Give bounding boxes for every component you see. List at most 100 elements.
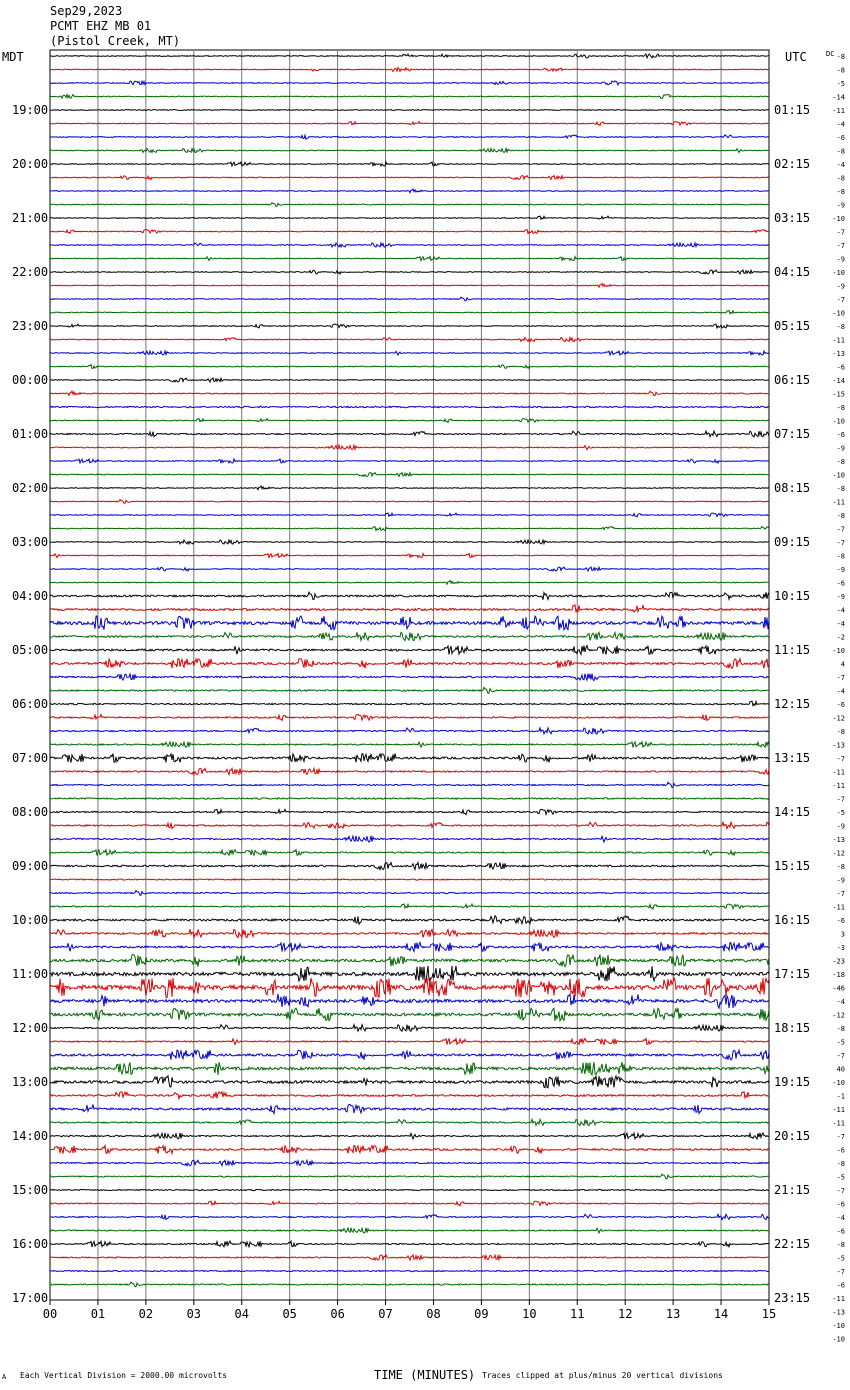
seismic-trace bbox=[49, 965, 770, 984]
dc-offset-label: -6 bbox=[837, 1228, 845, 1236]
hour-labels-right: 01:15 02:15 03:15 04:15 05:15 06:15 07:15 08:15… bbox=[774, 103, 810, 1305]
dc-offset-label: -7 bbox=[837, 1268, 845, 1276]
seismic-trace bbox=[49, 954, 770, 968]
dc-offset-label: -13 bbox=[832, 350, 845, 358]
dc-offset-label: 40 bbox=[837, 1066, 845, 1074]
dc-offset-label: -7 bbox=[837, 755, 845, 763]
dc-offset-label: -9 bbox=[837, 283, 845, 291]
scale-note: Each Vertical Division = 2000.00 microvo… bbox=[20, 1371, 228, 1380]
x-tick-label: 13 bbox=[666, 1307, 680, 1321]
hour-label-left: 09:00 bbox=[12, 859, 48, 873]
station-name: PCMT EHZ MB 01 bbox=[50, 19, 152, 33]
x-tick-label: 03 bbox=[187, 1307, 201, 1321]
hour-label-left: 19:00 bbox=[12, 103, 48, 117]
dc-offset-label: -10 bbox=[832, 215, 845, 223]
hour-labels-left: 19:00 20:00 21:00 22:00 23:00 00:00 01:00 02:00… bbox=[12, 103, 48, 1305]
dc-offset-label: -46 bbox=[832, 985, 845, 993]
hour-label-right: 21:15 bbox=[774, 1183, 810, 1197]
dc-offset-label: -11 bbox=[832, 107, 845, 115]
dc-offset-label: -13 bbox=[832, 1309, 845, 1317]
seismic-trace bbox=[49, 878, 770, 881]
station-location: (Pistol Creek, MT) bbox=[50, 34, 181, 48]
seismic-trace bbox=[49, 146, 770, 154]
seismic-trace bbox=[49, 631, 770, 643]
hour-label-right: 06:15 bbox=[774, 373, 810, 387]
seismic-trace bbox=[49, 781, 770, 788]
hour-label-right: 17:15 bbox=[774, 967, 810, 981]
seismic-trace bbox=[49, 323, 770, 330]
hour-label-right: 02:15 bbox=[774, 157, 810, 171]
dc-offset-label: -7 bbox=[837, 229, 845, 237]
chart-date: Sep29,2023 bbox=[50, 4, 123, 18]
dc-offset-label: -13 bbox=[832, 742, 845, 750]
dc-offset-label: -12 bbox=[832, 850, 845, 858]
hour-label-right: 12:15 bbox=[774, 697, 810, 711]
seismic-trace bbox=[50, 160, 770, 168]
dc-offset-label: -4 bbox=[837, 607, 845, 615]
x-tick-label: 09 bbox=[474, 1307, 488, 1321]
seismic-trace bbox=[49, 740, 770, 749]
seismic-trace bbox=[49, 335, 770, 343]
dc-offset-label: -8 bbox=[837, 148, 845, 156]
seismic-trace bbox=[49, 1173, 770, 1180]
seismic-trace bbox=[50, 241, 770, 249]
hour-label-left: 17:00 bbox=[12, 1291, 48, 1305]
dc-offset-label: -11 bbox=[832, 769, 845, 777]
seismic-trace bbox=[49, 1143, 770, 1156]
x-axis: 00 01 02 03 04 05 06 07 08 09 10 11 12 13 14 15 bbox=[43, 1299, 776, 1321]
dc-offset-label: -7 bbox=[837, 296, 845, 304]
dc-offset-label: -7 bbox=[837, 539, 845, 547]
dc-offset-label: -10 bbox=[832, 269, 845, 277]
x-tick-label: 15 bbox=[762, 1307, 776, 1321]
seismic-trace bbox=[49, 579, 769, 586]
seismic-trace bbox=[50, 376, 770, 384]
hour-label-left: 00:00 bbox=[12, 373, 48, 387]
seismic-trace bbox=[49, 1269, 769, 1273]
dc-offset-label: -8 bbox=[837, 1160, 845, 1168]
hour-label-right: 13:15 bbox=[774, 751, 810, 765]
dc-offset-label: -8 bbox=[837, 512, 845, 520]
x-tick-label: 04 bbox=[235, 1307, 249, 1321]
seismic-trace bbox=[49, 254, 770, 263]
x-tick-label: 05 bbox=[282, 1307, 296, 1321]
seismic-trace bbox=[49, 1131, 770, 1141]
dc-offset-label: -5 bbox=[837, 1255, 845, 1263]
dc-offset-label: -13 bbox=[832, 836, 845, 844]
dc-offset-label: -10 bbox=[832, 1079, 845, 1087]
seismic-trace bbox=[49, 1090, 769, 1101]
hour-label-left: 01:00 bbox=[12, 427, 48, 441]
hour-label-right: 16:15 bbox=[774, 913, 810, 927]
hour-label-left: 22:00 bbox=[12, 265, 48, 279]
right-timezone-label: UTC bbox=[785, 50, 807, 64]
dc-offset-label: -5 bbox=[837, 1039, 845, 1047]
dc-offset-label: -4 bbox=[837, 688, 845, 696]
seismic-trace bbox=[49, 457, 770, 465]
x-tick-label: 02 bbox=[139, 1307, 153, 1321]
seismic-trace bbox=[49, 1117, 770, 1127]
seismic-trace bbox=[49, 53, 770, 60]
dc-offset-label: -12 bbox=[832, 715, 845, 723]
hour-label-left: 04:00 bbox=[12, 589, 48, 603]
hour-label-left: 02:00 bbox=[12, 481, 48, 495]
hour-label-right: 01:15 bbox=[774, 103, 810, 117]
seismic-trace bbox=[49, 309, 770, 315]
seismic-trace bbox=[49, 1226, 769, 1235]
hour-label-left: 07:00 bbox=[12, 751, 48, 765]
seismic-trace bbox=[49, 443, 770, 452]
dc-offset-label: -11 bbox=[832, 1120, 845, 1128]
dc-offset-label: -6 bbox=[837, 701, 845, 709]
dc-offset-label: -9 bbox=[837, 566, 845, 574]
dc-offset-label: -8 bbox=[837, 175, 845, 183]
dc-offset-label: -10 bbox=[832, 472, 845, 480]
hour-label-left: 14:00 bbox=[12, 1129, 48, 1143]
seismic-trace bbox=[50, 187, 770, 194]
hour-label-left: 23:00 bbox=[12, 319, 48, 333]
dc-offset-label: -8 bbox=[837, 728, 845, 736]
x-tick-label: 12 bbox=[618, 1307, 632, 1321]
seismic-trace bbox=[49, 538, 770, 546]
hour-label-left: 08:00 bbox=[12, 805, 48, 819]
dc-offset-label: -7 bbox=[837, 242, 845, 250]
seismic-trace bbox=[49, 1188, 770, 1192]
dc-offset-label: -3 bbox=[837, 944, 845, 952]
seismic-trace bbox=[49, 93, 770, 100]
